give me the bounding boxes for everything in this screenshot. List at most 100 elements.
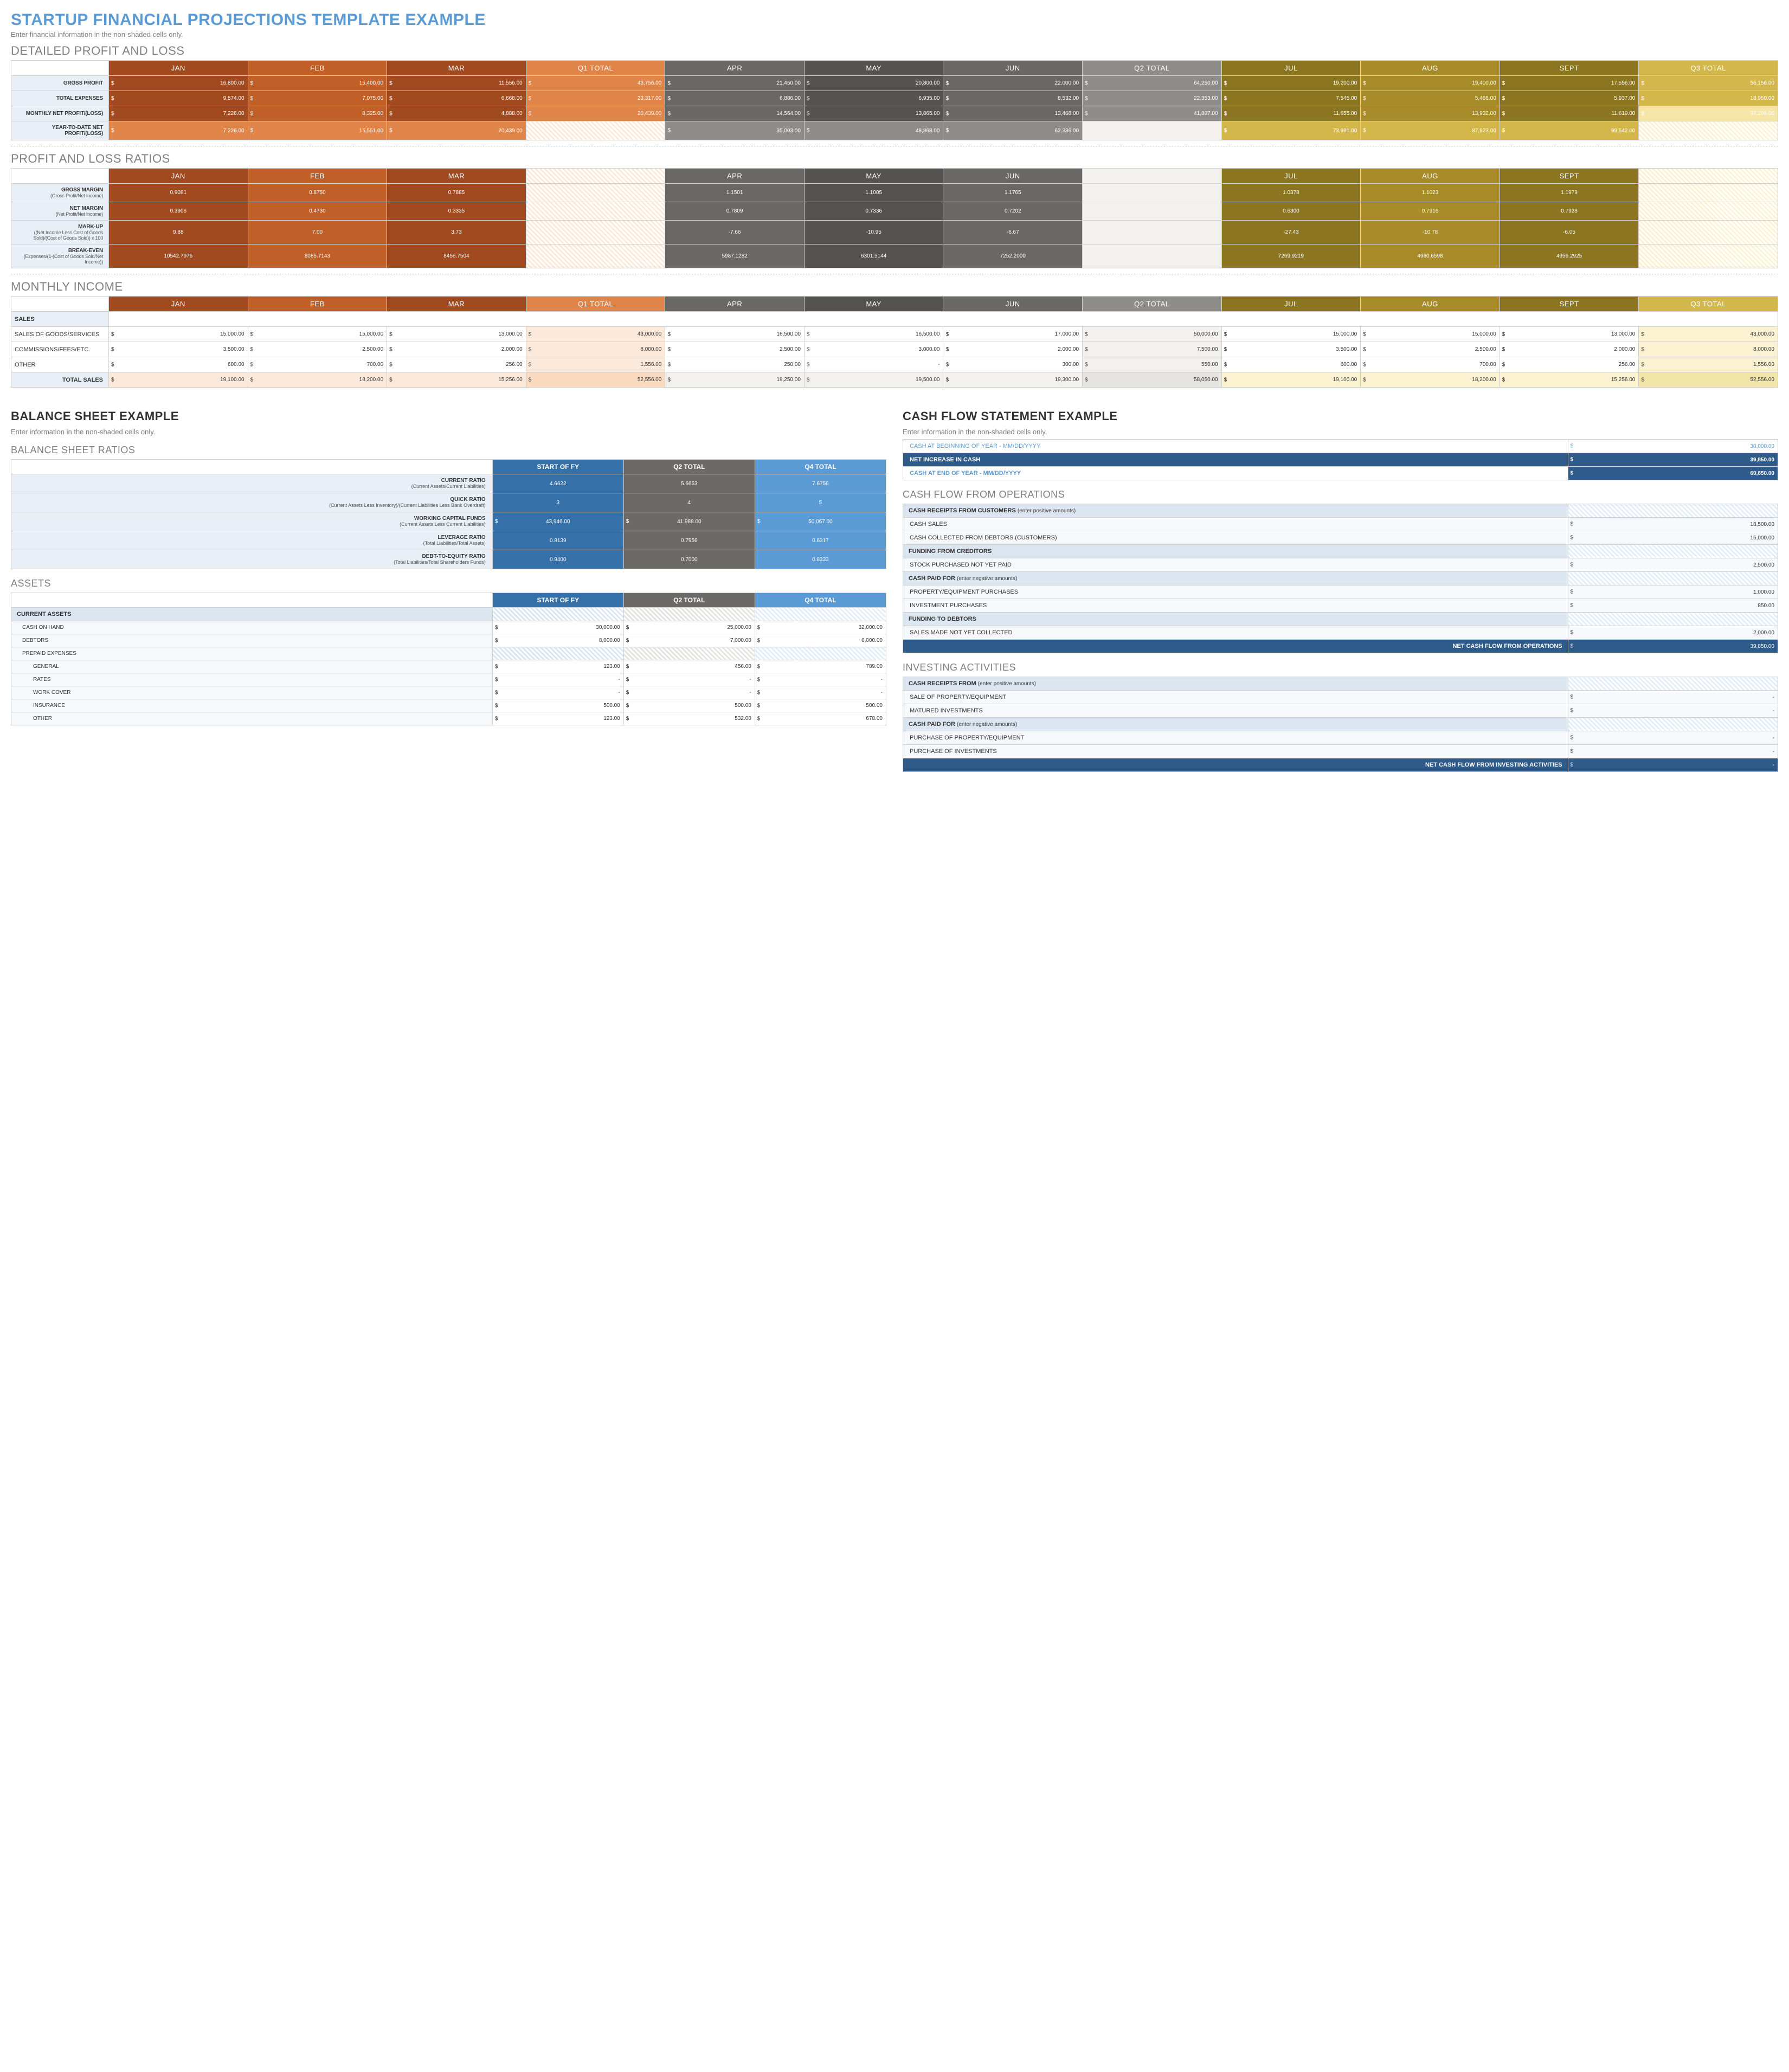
data-cell: $16,500.00 [665,327,805,342]
month-feb: FEB [248,169,387,184]
mi-total-label: TOTAL SALES [11,372,109,388]
data-cell: $4,888.00 [387,106,526,121]
month-aug: AUG [1361,297,1500,312]
data-cell [1083,121,1222,140]
data-cell: 9.88 [109,221,248,244]
cf-sale-prop-l: SALE OF PROPERTY/EQUIPMENT [903,691,1568,704]
cf-debtors-l: CASH COLLECTED FROM DEBTORS (CUSTOMERS) [903,531,1568,545]
month-q1-total: Q1 TOTAL [526,61,665,76]
data-cell: $8,532.00 [943,91,1083,106]
data-cell: 3 [492,493,623,512]
data-cell: $21,450.00 [665,76,805,91]
cf-inv-table: CASH RECEIPTS FROM (enter positive amoun… [903,677,1778,772]
month-jan: JAN [109,61,248,76]
cf-begin-val: 30,000.00 [1568,440,1778,453]
data-cell: $58,050.00 [1083,372,1222,388]
data-cell: $256.00 [1500,357,1639,372]
assets-title: ASSETS [11,578,886,589]
bs-title: BALANCE SHEET EXAMPLE [11,409,886,423]
cf-begin-label: CASH AT BEGINNING OF YEAR - MM/DD/YYYY [903,440,1568,453]
data-cell: $2,500.00 [665,342,805,357]
data-cell: $19,300.00 [943,372,1083,388]
data-cell: $52,556.00 [526,372,665,388]
data-cell: $500.00 [492,699,623,712]
data-cell: $19,100.00 [1221,372,1361,388]
data-cell: $41,988.00 [623,512,755,531]
data-cell: 0.9400 [492,550,623,569]
data-cell: -27.43 [1221,221,1361,244]
month-sept: SEPT [1500,297,1639,312]
pl-table: JANFEBMARQ1 TOTALAPRMAYJUNQ2 TOTALJULAUG… [11,60,1778,140]
data-cell: $19,500.00 [804,372,943,388]
data-cell: $123.00 [492,712,623,725]
bs-ratio-lr: LEVERAGE RATIO(Total Liabilities/Total A… [11,531,493,550]
assets-table: START OF FY Q2 TOTAL Q4 TOTAL CURRENT AS… [11,593,886,725]
data-cell: $43,000.00 [1639,327,1778,342]
data-cell: $3,500.00 [109,342,248,357]
data-cell: 1.1765 [943,184,1083,202]
data-cell: $13,000.00 [1500,327,1639,342]
cf-debtors-v: 15,000.00 [1568,532,1778,544]
data-cell: $20,439.00 [526,106,665,121]
cf-top-table: CASH AT BEGINNING OF YEAR - MM/DD/YYYY $… [903,439,1778,480]
data-cell: 7269.9219 [1221,244,1361,268]
cf-matinv-l: MATURED INVESTMENTS [903,704,1568,718]
ratio-mu: MARK-UP((Net Income Less Cost of Goods S… [11,221,109,244]
row-gross-profit: GROSS PROFIT [11,76,109,91]
data-cell: 1.1005 [804,184,943,202]
month-q2-total: Q2 TOTAL [1083,297,1222,312]
month-jan: JAN [109,297,248,312]
month-jul: JUL [1221,61,1361,76]
cf-ops-total-v: 39,850.00 [1568,640,1778,653]
data-cell: $43,756.00 [526,76,665,91]
cf-ops-s2: FUNDING FROM CREDITORS [903,545,1568,558]
data-cell: $43,946.00 [492,512,623,531]
cf-prop-v: 1,000.00 [1568,586,1778,599]
data-cell: $43,000.00 [526,327,665,342]
month-jul: JUL [1221,169,1361,184]
bs-ratio-de: DEBT-TO-EQUITY RATIO(Total Liabilities/T… [11,550,493,569]
data-cell: $- [755,686,886,699]
data-cell: $99,542.00 [1500,121,1639,140]
data-cell: $2,500.00 [248,342,387,357]
data-cell: $56,156.00 [1639,76,1778,91]
data-cell: $11,619.00 [1500,106,1639,121]
data-cell: 6301.5144 [804,244,943,268]
month-apr: APR [665,61,805,76]
cf-cash-sales-l: CASH SALES [903,518,1568,531]
cf-smnc-v: 2,000.00 [1568,627,1778,639]
data-cell: $8,000.00 [526,342,665,357]
data-cell: $15,000.00 [248,327,387,342]
data-cell: $9,574.00 [109,91,248,106]
asset-row: CASH ON HAND [11,621,493,634]
data-cell: $600.00 [1221,357,1361,372]
data-cell: $1,556.00 [526,357,665,372]
data-cell: 0.8333 [755,550,886,569]
row-monthly-net: MONTHLY NET PROFIT/(LOSS) [11,106,109,121]
asset-row: RATES [11,673,493,686]
cf-ops-title: CASH FLOW FROM OPERATIONS [903,489,1778,500]
data-cell: $8,000.00 [492,634,623,647]
data-cell: $7,226.00 [109,106,248,121]
cf-inv-s2: CASH PAID FOR (enter negative amounts) [903,718,1568,731]
cf-inv-total-v: - [1568,759,1778,771]
month-jun: JUN [943,61,1083,76]
mi-comm-label: COMMISSIONS/FEES/ETC. [11,342,109,357]
data-cell: $16,500.00 [804,327,943,342]
cf-smnc-l: SALES MADE NOT YET COLLECTED [903,626,1568,640]
data-cell: 0.6300 [1221,202,1361,221]
data-cell: $3,000.00 [804,342,943,357]
data-cell: $500.00 [623,699,755,712]
data-cell: $19,250.00 [665,372,805,388]
data-cell: $11,556.00 [387,76,526,91]
bs-ratio-qr: QUICK RATIO(Current Assets Less Inventor… [11,493,493,512]
month-aug: AUG [1361,61,1500,76]
data-cell: $6,668.00 [387,91,526,106]
cf-stock-v: 2,500.00 [1568,559,1778,571]
data-cell: $- [623,673,755,686]
month-jan: JAN [109,169,248,184]
data-cell: $19,100.00 [109,372,248,388]
data-cell: $18,950.00 [1639,91,1778,106]
data-cell: $- [623,686,755,699]
data-cell: $13,932.00 [1361,106,1500,121]
